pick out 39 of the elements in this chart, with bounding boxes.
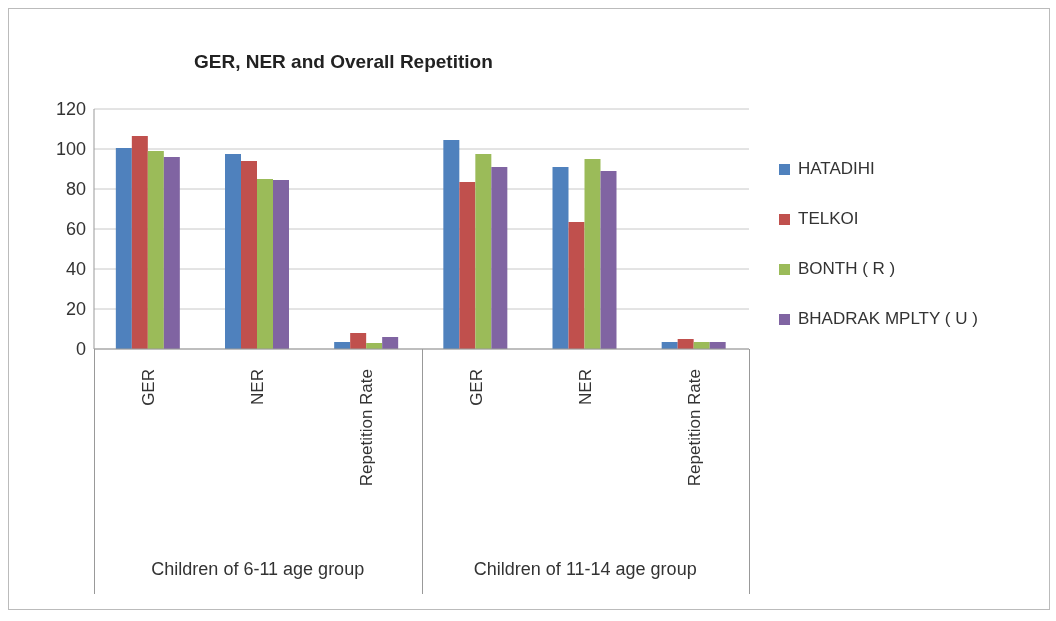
x-tick-label: NER (248, 369, 268, 405)
x-tick-label: GER (139, 369, 159, 406)
bar (225, 154, 241, 349)
bar (552, 167, 569, 349)
bar (350, 333, 367, 349)
bar (568, 222, 585, 349)
x-tick-label: GER (466, 369, 486, 406)
legend-label: TELKOI (798, 209, 859, 229)
bar (131, 136, 148, 349)
bar (241, 161, 257, 349)
legend-label: HATADIHI (798, 159, 875, 179)
y-tick-label: 80 (65, 179, 86, 200)
text: Children of 11-14 age group (472, 559, 698, 580)
x-tick-label: Repetition Rate (684, 369, 704, 487)
x-tick-label: Repetition Rate (357, 369, 377, 487)
bar (600, 171, 617, 349)
bar (115, 148, 132, 349)
bar (491, 167, 508, 349)
legend-label: BONTH ( R ) (798, 259, 896, 279)
bar (147, 151, 164, 349)
bar (273, 180, 289, 349)
y-tick-label: 60 (65, 219, 86, 240)
bar (459, 182, 476, 349)
y-tick-label: 100 (55, 139, 86, 160)
legend-label: BHADRAK MPLTY ( U ) (798, 309, 978, 329)
y-tick-label: 120 (55, 99, 86, 120)
x-tick-label: NER (575, 369, 595, 405)
y-tick-label: 20 (65, 299, 86, 320)
bar (443, 140, 460, 349)
bar (584, 159, 601, 349)
bar (382, 337, 399, 349)
bar (677, 339, 694, 349)
text: Children of 6-11 age group (150, 559, 366, 580)
y-tick-label: 0 (75, 339, 86, 360)
bar (257, 179, 273, 349)
bar (163, 157, 180, 349)
chart-title: GER, NER and Overall Repetition (194, 51, 493, 73)
bar (475, 154, 492, 349)
y-tick-label: 40 (65, 259, 86, 280)
